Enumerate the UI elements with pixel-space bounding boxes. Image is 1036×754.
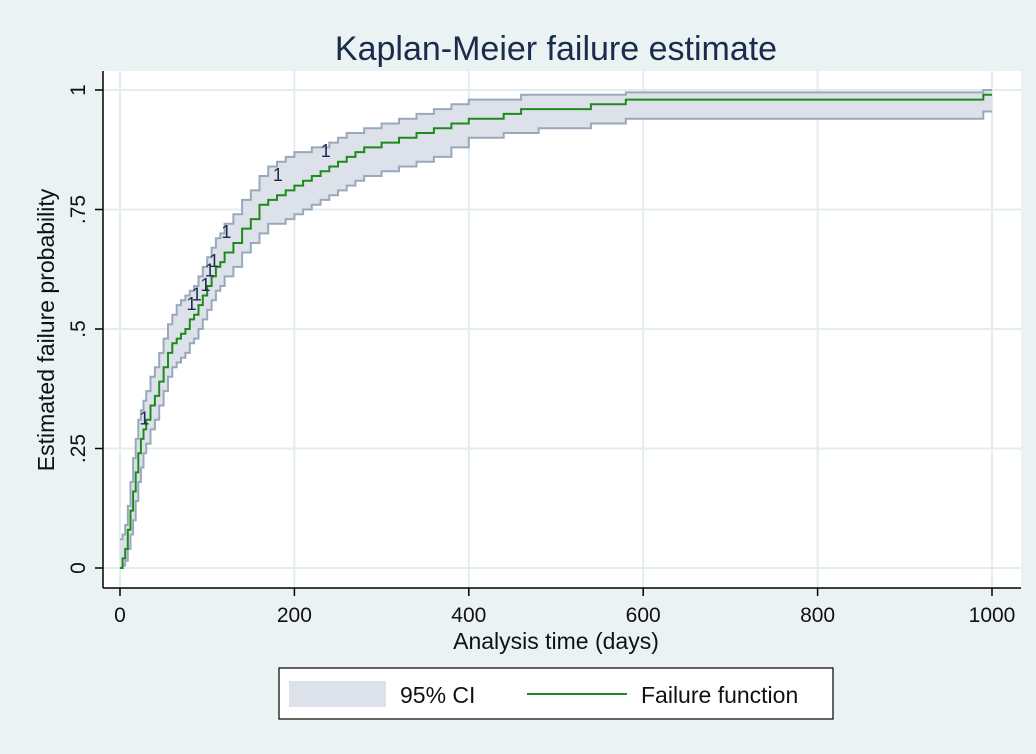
y-tick-label-4: 1 xyxy=(67,84,90,96)
x-tick-label-0: 0 xyxy=(114,604,126,627)
x-tick-label-5: 1000 xyxy=(969,604,1016,627)
censor-mark-6: 1 xyxy=(221,222,231,242)
x-tick-label-2: 400 xyxy=(451,604,486,627)
y-axis-label: Estimated failure probability xyxy=(33,188,59,471)
censor-mark-1: 1 xyxy=(186,294,196,314)
censor-mark-2: 1 xyxy=(192,284,202,304)
legend: 95% CI Failure function xyxy=(278,667,834,720)
y-tick-label-2: .5 xyxy=(67,320,90,338)
chart-title: Kaplan-Meier failure estimate xyxy=(335,30,777,68)
x-tick-label-1: 200 xyxy=(277,604,312,627)
censor-mark-3: 1 xyxy=(200,275,210,295)
failure-function-line xyxy=(120,93,992,569)
ci-lower-edge xyxy=(120,110,992,569)
censor-mark-7: 1 xyxy=(273,165,283,185)
y-tick-label-0: 0 xyxy=(67,562,90,574)
legend-swatch-ci xyxy=(289,681,386,707)
grid-layer xyxy=(103,71,1021,588)
y-tick-label-3: .75 xyxy=(67,195,90,224)
censor-mark-0: 1 xyxy=(139,409,149,429)
x-tick-label-4: 800 xyxy=(800,604,835,627)
x-tick-label-3: 600 xyxy=(626,604,661,627)
y-tick-label-1: .25 xyxy=(67,434,90,463)
axis-layer: 0 .25 .5 .75 1 0 200 400 600 800 1000 xyxy=(67,71,1021,627)
legend-label-line: Failure function xyxy=(641,682,798,708)
ci-upper-edge xyxy=(120,89,992,541)
legend-label-ci: 95% CI xyxy=(400,682,475,708)
censor-mark-8: 1 xyxy=(321,141,331,161)
censor-mark-5: 1 xyxy=(209,251,219,271)
censor-mark-4: 1 xyxy=(205,260,215,280)
x-axis-label: Analysis time (days) xyxy=(453,628,659,654)
